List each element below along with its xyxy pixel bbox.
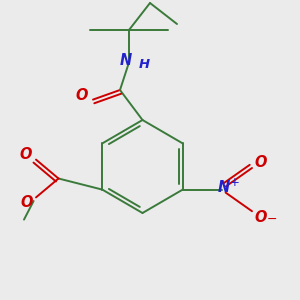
Text: O: O	[75, 88, 88, 104]
Text: O: O	[255, 210, 267, 225]
Text: O: O	[21, 195, 33, 210]
Text: +: +	[230, 176, 239, 190]
Text: −: −	[267, 213, 278, 226]
Text: N: N	[218, 180, 230, 195]
Text: H: H	[138, 58, 150, 71]
Text: O: O	[19, 147, 32, 162]
Text: N: N	[120, 53, 132, 68]
Text: O: O	[255, 155, 267, 170]
